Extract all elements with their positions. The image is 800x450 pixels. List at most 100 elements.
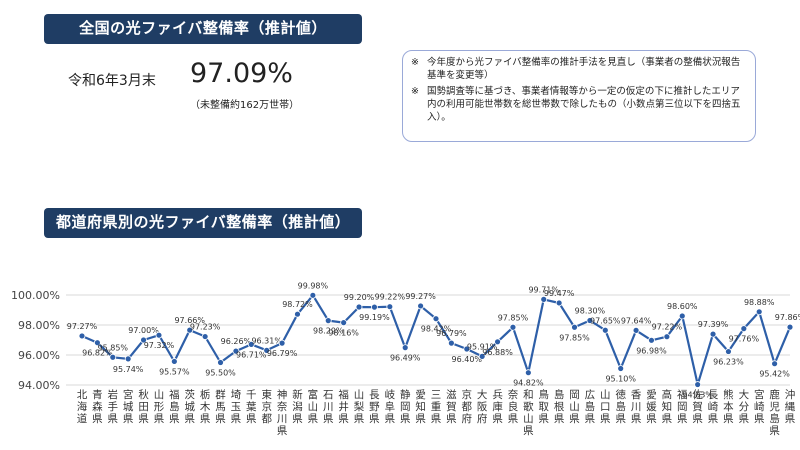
- data-point: [571, 323, 578, 331]
- data-label: 98.30%: [575, 307, 606, 316]
- category-label: 埼玉県: [231, 388, 242, 425]
- category-label: 福島県: [169, 388, 180, 425]
- data-point: [740, 325, 748, 332]
- data-point: [432, 315, 440, 323]
- category-label: 新潟県: [292, 388, 303, 425]
- data-point: [663, 333, 671, 341]
- category-label: 兵庫県: [492, 388, 503, 425]
- data-label: 97.64%: [621, 316, 652, 325]
- data-label: 97.32%: [144, 341, 175, 350]
- data-point: [478, 352, 486, 360]
- category-label: 長野県: [369, 389, 380, 425]
- category-label: 山形県: [154, 389, 165, 425]
- category-label: 山梨県: [354, 389, 365, 425]
- data-label: 99.47%: [544, 289, 575, 298]
- category-label: 岡山県: [569, 389, 580, 425]
- category-label: 栃木県: [200, 388, 211, 425]
- data-point: [309, 291, 317, 299]
- notes-box: ※ 今年度から光ファイバ整備率の推計手法を見直し（事業者の整備状況報告基準を変更…: [402, 50, 756, 142]
- data-label: 98.16%: [328, 329, 359, 338]
- data-label: 96.79%: [436, 329, 467, 338]
- category-label: 富山県: [308, 388, 319, 425]
- data-label: 97.65%: [590, 316, 621, 325]
- category-label: 静岡県: [400, 388, 411, 425]
- data-point: [725, 348, 732, 355]
- category-label: 千葉県: [246, 389, 257, 425]
- note-text: 国勢調査等に基づき、事業者情報等から一定の仮定の下に推計したエリア内の利用可能世…: [427, 86, 741, 123]
- data-point: [124, 355, 132, 363]
- category-label: 島根県: [554, 388, 565, 425]
- data-label: 97.00%: [128, 326, 159, 335]
- data-point: [694, 381, 702, 388]
- data-label: 97.22%: [652, 323, 683, 332]
- data-point: [678, 312, 686, 320]
- note-mark: ※: [411, 86, 419, 97]
- data-point: [201, 333, 209, 340]
- data-point: [709, 330, 717, 338]
- data-point: [278, 339, 286, 347]
- data-point: [755, 308, 763, 316]
- data-label: 96.40%: [452, 355, 483, 364]
- data-label: 99.20%: [344, 293, 375, 302]
- data-point: [648, 336, 655, 344]
- data-label: 97.76%: [729, 335, 760, 344]
- category-label: 東京都: [261, 388, 272, 425]
- data-label: 96.79%: [267, 349, 298, 358]
- data-point: [786, 323, 794, 331]
- category-label: 岐阜県: [385, 388, 396, 425]
- data-label: 96.26%: [221, 337, 252, 346]
- data-point: [78, 332, 86, 340]
- data-label: 97.66%: [174, 316, 205, 325]
- data-point: [170, 358, 178, 365]
- data-label: 97.39%: [698, 320, 729, 329]
- data-point: [294, 310, 301, 318]
- data-point: [417, 302, 425, 310]
- data-label: 95.74%: [113, 365, 144, 374]
- data-label: 95.42%: [759, 370, 790, 379]
- category-label: 和歌山県: [523, 389, 534, 437]
- data-label: 99.27%: [405, 292, 436, 301]
- data-label: 94.82%: [513, 379, 544, 388]
- category-label: 佐賀県: [692, 388, 703, 425]
- data-label: 96.31%: [251, 336, 282, 345]
- prefecture-rate-title: 都道府県別の光ファイバ整備率（推計値）: [44, 208, 362, 238]
- data-point: [340, 319, 348, 326]
- note-item: ※ 今年度から光ファイバ整備率の推計手法を見直し（事業者の整備状況報告基準を変更…: [411, 56, 747, 82]
- category-label: 奈良県: [508, 388, 519, 425]
- category-label: 三重県: [431, 389, 442, 425]
- y-tick-label: 98.00%: [18, 319, 60, 332]
- data-label: 98.88%: [744, 298, 775, 307]
- data-label: 95.85%: [98, 343, 129, 352]
- data-point: [494, 338, 501, 346]
- data-point: [447, 339, 455, 347]
- data-label: 94.03%: [682, 391, 713, 400]
- prefecture-line-chart: 94.00%96.00%98.00%100.00%97.27%96.82%95.…: [11, 281, 800, 437]
- category-label: 福岡県: [677, 388, 688, 425]
- data-label: 96.49%: [390, 354, 421, 363]
- category-label: 熊本県: [723, 388, 734, 425]
- category-label: 宮城県: [123, 388, 134, 425]
- data-label: 95.91%: [467, 342, 498, 351]
- data-label: 98.42%: [421, 325, 452, 334]
- data-label: 97.86%: [775, 313, 800, 322]
- date-label: 令和6年3月末: [68, 73, 156, 89]
- category-label: 長崎県: [708, 389, 719, 425]
- data-point: [771, 360, 779, 368]
- category-label: 滋賀県: [446, 388, 457, 425]
- category-label: 秋田県: [138, 388, 149, 425]
- y-tick-label: 94.00%: [18, 379, 60, 392]
- note-mark: ※: [411, 57, 419, 68]
- category-label: 群馬県: [215, 388, 226, 425]
- category-label: 神奈川県: [277, 388, 288, 437]
- category-label: 岩手県: [108, 388, 119, 425]
- category-label: 沖縄県: [785, 388, 796, 425]
- data-label: 97.85%: [498, 313, 529, 322]
- category-label: 香川県: [631, 389, 642, 425]
- data-label: 97.85%: [559, 333, 590, 342]
- data-point: [247, 340, 255, 348]
- category-label: 山口県: [600, 389, 611, 425]
- data-label: 95.50%: [205, 369, 236, 378]
- category-label: 大阪府: [477, 388, 488, 425]
- unserved-households: （未整備約162万世帯）: [190, 100, 300, 111]
- national-rate-value: 97.09%: [190, 58, 293, 89]
